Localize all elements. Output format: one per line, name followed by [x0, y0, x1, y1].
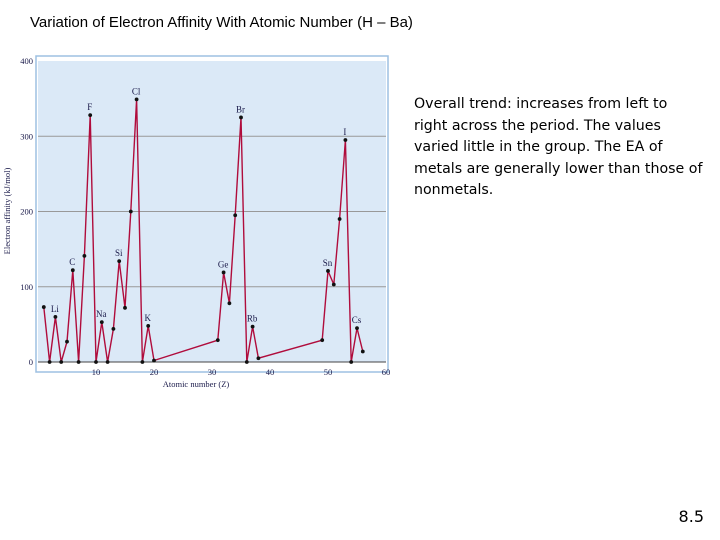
data-point-z13	[111, 326, 116, 331]
element-label-k: K	[144, 313, 151, 323]
y-tick-label-400: 400	[20, 56, 33, 66]
data-point-z50	[326, 269, 330, 273]
data-point-z15	[123, 305, 127, 310]
data-point-z6	[70, 268, 75, 273]
element-label-ge: Ge	[218, 259, 229, 269]
element-label-rb: Rb	[247, 314, 258, 324]
data-point-z49	[320, 338, 325, 343]
data-point-z14	[117, 259, 122, 264]
data-point-z1	[41, 305, 46, 309]
y-tick-label-100: 100	[20, 282, 33, 292]
data-point-z3	[53, 314, 58, 319]
electron-affinity-chart: 0 100 200 300 400 10 20 30 40 50 60 Li C F Na Si Cl K Ge B…	[2, 55, 391, 389]
data-point-z19	[146, 323, 151, 328]
data-point-z56	[360, 349, 365, 354]
element-label-i: I	[343, 127, 346, 137]
data-point-z12	[105, 360, 110, 364]
y-tick-label-0: 0	[29, 357, 33, 367]
data-point-z55	[355, 326, 359, 331]
element-labels: Li C F Na Si Cl K Ge Br Rb Sn I Cs	[51, 86, 362, 325]
x-tick-label-50: 50	[324, 367, 333, 377]
element-label-cl: Cl	[132, 86, 141, 96]
data-point-z35	[239, 115, 243, 120]
data-point-z4	[59, 360, 64, 364]
data-point-z17	[134, 97, 139, 102]
data-point-z38	[256, 356, 261, 361]
data-point-z10	[94, 360, 98, 364]
x-axis-label: Atomic number (Z)	[163, 379, 230, 389]
slide-title: Variation of Electron Affinity With Atom…	[30, 14, 413, 31]
data-point-z36	[244, 360, 249, 364]
element-label-cs: Cs	[352, 315, 362, 325]
element-label-sn: Sn	[323, 258, 333, 268]
y-axis-label: Electron affinity (kJ/mol)	[2, 167, 12, 254]
x-tick-label-60: 60	[382, 367, 391, 377]
data-points	[41, 97, 365, 364]
data-point-z31	[215, 338, 220, 343]
data-point-z9	[88, 113, 93, 118]
data-point-z20	[152, 358, 156, 363]
x-tick-label-30: 30	[208, 367, 217, 377]
element-label-f: F	[87, 102, 92, 112]
data-point-z33	[227, 301, 232, 306]
data-point-z51	[331, 282, 336, 287]
element-label-br: Br	[236, 104, 245, 114]
element-label-li: Li	[51, 304, 59, 314]
data-point-z37	[250, 324, 255, 329]
data-point-z11	[99, 320, 104, 325]
chart-frame	[35, 55, 389, 373]
grid-lines	[38, 135, 386, 288]
element-label-si: Si	[115, 248, 123, 258]
data-point-z52	[337, 217, 342, 221]
x-tick-label-40: 40	[266, 367, 275, 377]
data-point-z8	[82, 253, 87, 258]
x-tick-label-20: 20	[150, 367, 159, 377]
data-point-z2	[47, 360, 52, 364]
trend-description: Overall trend: increases from left to ri…	[414, 96, 703, 198]
series-line-path	[43, 99, 364, 363]
data-point-z7	[76, 360, 81, 364]
element-label-c: C	[69, 257, 75, 267]
x-tick-label-10: 10	[92, 367, 101, 377]
data-point-z16	[128, 209, 133, 214]
data-point-z53	[343, 138, 348, 142]
data-point-z54	[349, 360, 354, 364]
y-tick-label-300: 300	[20, 131, 33, 141]
element-label-na: Na	[96, 309, 107, 319]
slide-number: 8.5	[678, 507, 704, 526]
data-point-z32	[221, 270, 226, 275]
data-point-z34	[233, 213, 238, 218]
data-point-z18	[140, 360, 145, 364]
y-tick-label-200: 200	[20, 207, 33, 217]
series-line	[43, 99, 364, 363]
data-point-z5	[65, 339, 69, 344]
